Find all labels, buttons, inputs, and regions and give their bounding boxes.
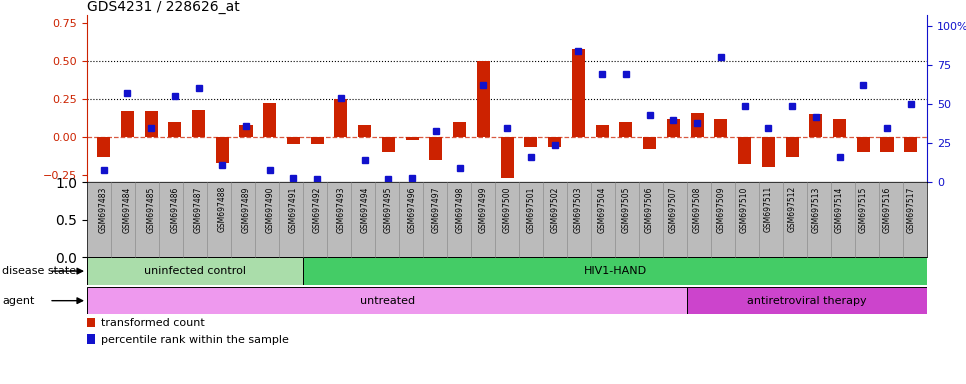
Bar [857, 137, 869, 152]
Bar [168, 122, 182, 137]
Text: GSM697500: GSM697500 [502, 186, 512, 233]
Text: GSM697489: GSM697489 [242, 186, 250, 233]
Text: GSM697492: GSM697492 [313, 186, 322, 233]
Text: GSM697512: GSM697512 [787, 186, 797, 232]
Bar [87, 287, 687, 314]
Bar [87, 257, 303, 285]
Text: GSM697491: GSM697491 [289, 186, 298, 233]
Bar [738, 137, 752, 164]
Bar [358, 125, 371, 137]
Text: GSM697510: GSM697510 [740, 186, 749, 233]
Bar [406, 137, 418, 140]
Bar [525, 137, 537, 147]
Bar [833, 119, 846, 137]
Text: GSM697484: GSM697484 [123, 186, 131, 233]
Text: uninfected control: uninfected control [144, 266, 246, 276]
Text: agent: agent [2, 296, 35, 306]
Text: GSM697508: GSM697508 [693, 186, 701, 233]
Bar [500, 137, 514, 178]
Bar [334, 99, 348, 137]
Bar [572, 49, 584, 137]
Text: GSM697496: GSM697496 [408, 186, 416, 233]
Bar [215, 137, 229, 163]
Bar [240, 125, 252, 137]
Text: GSM697509: GSM697509 [717, 186, 725, 233]
Bar [97, 137, 110, 157]
Text: percentile rank within the sample: percentile rank within the sample [100, 334, 289, 344]
Bar [453, 122, 467, 137]
Bar [548, 137, 561, 147]
Bar [619, 122, 633, 137]
Text: GSM697513: GSM697513 [811, 186, 820, 233]
Bar [287, 137, 300, 144]
Bar [714, 119, 727, 137]
Bar [311, 137, 324, 144]
Bar [785, 137, 799, 157]
Text: GSM697499: GSM697499 [479, 186, 488, 233]
Bar [382, 137, 395, 152]
Text: GSM697486: GSM697486 [170, 186, 180, 233]
Text: disease state: disease state [2, 266, 76, 276]
Bar [145, 111, 157, 137]
Bar [192, 109, 205, 137]
Bar [87, 318, 95, 328]
Text: GSM697502: GSM697502 [550, 186, 559, 233]
Text: GSM697497: GSM697497 [432, 186, 440, 233]
Text: antiretroviral therapy: antiretroviral therapy [748, 296, 867, 306]
Text: GSM697488: GSM697488 [217, 186, 227, 232]
Bar [687, 287, 927, 314]
Bar [430, 137, 442, 160]
Bar [303, 257, 927, 285]
Bar [87, 334, 95, 344]
Bar [691, 113, 703, 137]
Text: GSM697487: GSM697487 [194, 186, 203, 233]
Text: GSM697493: GSM697493 [336, 186, 346, 233]
Text: GSM697517: GSM697517 [906, 186, 915, 233]
Bar [596, 125, 609, 137]
Text: GSM697514: GSM697514 [835, 186, 844, 233]
Text: GSM697501: GSM697501 [526, 186, 535, 233]
Text: GSM697505: GSM697505 [621, 186, 631, 233]
Text: GSM697506: GSM697506 [645, 186, 654, 233]
Bar [762, 137, 775, 167]
Text: GSM697511: GSM697511 [764, 186, 773, 232]
Text: GSM697483: GSM697483 [99, 186, 108, 233]
Text: GSM697494: GSM697494 [360, 186, 369, 233]
Text: GSM697515: GSM697515 [859, 186, 867, 233]
Bar [477, 61, 490, 137]
Text: GSM697495: GSM697495 [384, 186, 393, 233]
Text: GSM697504: GSM697504 [598, 186, 607, 233]
Text: GSM697498: GSM697498 [455, 186, 465, 233]
Text: GSM697507: GSM697507 [668, 186, 678, 233]
Bar [667, 119, 680, 137]
Text: GDS4231 / 228626_at: GDS4231 / 228626_at [87, 0, 240, 14]
Bar [643, 137, 656, 149]
Bar [121, 111, 134, 137]
Text: transformed count: transformed count [100, 318, 205, 328]
Bar [880, 137, 894, 152]
Text: untreated: untreated [359, 296, 414, 306]
Text: GSM697490: GSM697490 [266, 186, 274, 233]
Bar [810, 114, 822, 137]
Bar [263, 103, 276, 137]
Text: GSM697485: GSM697485 [147, 186, 156, 233]
Text: GSM697516: GSM697516 [883, 186, 892, 233]
Text: HIV1-HAND: HIV1-HAND [583, 266, 647, 276]
Bar [904, 137, 918, 152]
Text: GSM697503: GSM697503 [574, 186, 582, 233]
